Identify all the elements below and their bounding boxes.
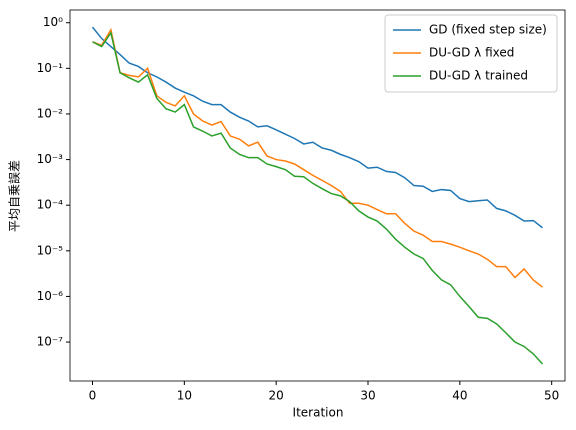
- legend-box: [384, 14, 558, 93]
- y-axis-label: 平均自乗誤差: [7, 160, 22, 232]
- y-tick-label: 10⁻⁵: [37, 243, 64, 257]
- plot-frame: [69, 9, 566, 382]
- y-tick-label: 10⁻¹: [37, 61, 64, 75]
- line: [92, 27, 543, 288]
- y-tick-label: 10⁰: [43, 15, 63, 29]
- legend-label: DU-GD λ fixed: [429, 46, 514, 60]
- y-tick-label: 10⁻²: [37, 106, 64, 120]
- y-tick-label: 10⁻⁶: [37, 289, 64, 303]
- y-tick-label: 10⁻⁷: [37, 335, 64, 349]
- x-tick-label: 0: [89, 389, 97, 403]
- x-tick-label: 20: [269, 389, 284, 403]
- legend-label: GD (fixed step size): [429, 23, 547, 37]
- x-axis-label: Iteration: [293, 406, 344, 420]
- y-tick-label: 10⁻⁴: [37, 198, 64, 212]
- legend-label: DU-GD λ trained: [429, 69, 528, 83]
- y-tick-label: 10⁻³: [37, 152, 64, 166]
- line: [91, 26, 543, 229]
- x-tick-label: 10: [177, 389, 192, 403]
- x-tick-label: 40: [452, 389, 467, 403]
- x-tick-label: 30: [360, 389, 375, 403]
- line: [92, 30, 544, 365]
- x-tick-label: 50: [544, 389, 559, 403]
